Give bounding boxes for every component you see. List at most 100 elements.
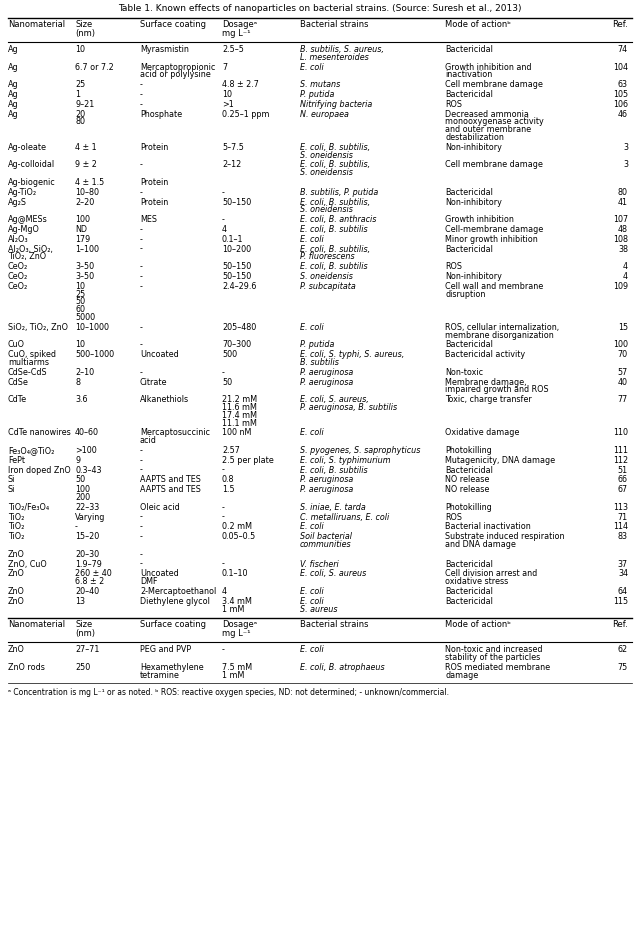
Text: 11.6 mM: 11.6 mM bbox=[222, 403, 257, 412]
Text: 60: 60 bbox=[75, 305, 85, 314]
Text: CdTe: CdTe bbox=[8, 395, 27, 405]
Text: E. coli, B. subtilis,: E. coli, B. subtilis, bbox=[300, 197, 370, 206]
Text: 22–33: 22–33 bbox=[75, 503, 99, 512]
Text: 0.8: 0.8 bbox=[222, 475, 234, 485]
Text: CdTe nanowires: CdTe nanowires bbox=[8, 429, 71, 437]
Text: 50: 50 bbox=[75, 475, 85, 485]
Text: Protein: Protein bbox=[140, 197, 168, 206]
Text: 77: 77 bbox=[618, 395, 628, 405]
Text: 80: 80 bbox=[618, 188, 628, 197]
Text: Myrasmistin: Myrasmistin bbox=[140, 45, 189, 54]
Text: TiO₂: TiO₂ bbox=[8, 512, 24, 522]
Text: ROS, cellular internalization,: ROS, cellular internalization, bbox=[445, 323, 559, 332]
Text: ROS: ROS bbox=[445, 100, 462, 109]
Text: Decreased ammonia: Decreased ammonia bbox=[445, 110, 529, 119]
Text: S. pyogenes, S. saprophyticus: S. pyogenes, S. saprophyticus bbox=[300, 446, 420, 455]
Text: ᵃ Concentration is mg L⁻¹ or as noted. ᵇ ROS: reactive oxygen species, ND: not d: ᵃ Concentration is mg L⁻¹ or as noted. ᵇ… bbox=[8, 687, 449, 697]
Text: E. coli: E. coli bbox=[300, 587, 324, 596]
Text: NO release: NO release bbox=[445, 485, 490, 494]
Text: 66: 66 bbox=[618, 475, 628, 485]
Text: 2–10: 2–10 bbox=[75, 367, 94, 377]
Text: 5000: 5000 bbox=[75, 313, 95, 322]
Text: E. coli, B. subtilis: E. coli, B. subtilis bbox=[300, 225, 367, 234]
Text: 50: 50 bbox=[75, 298, 85, 306]
Text: Cell wall and membrane: Cell wall and membrane bbox=[445, 282, 543, 291]
Text: Bacterial strains: Bacterial strains bbox=[300, 620, 369, 630]
Text: Uncoated: Uncoated bbox=[140, 351, 179, 359]
Text: Nitrifying bacteria: Nitrifying bacteria bbox=[300, 100, 372, 109]
Text: Ref.: Ref. bbox=[612, 20, 628, 29]
Text: ROS mediated membrane: ROS mediated membrane bbox=[445, 663, 550, 672]
Text: 3–50: 3–50 bbox=[75, 262, 94, 272]
Text: 27–71: 27–71 bbox=[75, 645, 99, 655]
Text: P. putida: P. putida bbox=[300, 90, 334, 99]
Text: Ag: Ag bbox=[8, 90, 19, 99]
Text: Cell division arrest and: Cell division arrest and bbox=[445, 569, 537, 578]
Text: 2–12: 2–12 bbox=[222, 160, 241, 169]
Text: 6.8 ± 2: 6.8 ± 2 bbox=[75, 578, 104, 586]
Text: -: - bbox=[140, 225, 143, 234]
Text: mg L⁻¹: mg L⁻¹ bbox=[222, 630, 250, 638]
Text: >1: >1 bbox=[222, 100, 234, 109]
Text: E. coli: E. coli bbox=[300, 645, 324, 655]
Text: E. coli: E. coli bbox=[300, 523, 324, 531]
Text: Bactericidal: Bactericidal bbox=[445, 245, 493, 254]
Text: Nanomaterial: Nanomaterial bbox=[8, 20, 65, 29]
Text: E. coli: E. coli bbox=[300, 429, 324, 437]
Text: PEG and PVP: PEG and PVP bbox=[140, 645, 191, 655]
Text: S. mutans: S. mutans bbox=[300, 80, 340, 89]
Text: 1 mM: 1 mM bbox=[222, 604, 244, 614]
Text: impaired growth and ROS: impaired growth and ROS bbox=[445, 385, 548, 394]
Text: -: - bbox=[140, 234, 143, 244]
Text: 1 mM: 1 mM bbox=[222, 671, 244, 680]
Text: 40–60: 40–60 bbox=[75, 429, 99, 437]
Text: 80: 80 bbox=[75, 117, 85, 126]
Text: E. coli: E. coli bbox=[300, 234, 324, 244]
Text: inactivation: inactivation bbox=[445, 71, 492, 79]
Text: 15–20: 15–20 bbox=[75, 532, 99, 541]
Text: 17.4 mM: 17.4 mM bbox=[222, 411, 257, 419]
Text: AAPTS and TES: AAPTS and TES bbox=[140, 485, 201, 494]
Text: -: - bbox=[140, 272, 143, 281]
Text: CdSe-CdS: CdSe-CdS bbox=[8, 367, 47, 377]
Text: 100: 100 bbox=[75, 215, 90, 224]
Text: Ag-MgO: Ag-MgO bbox=[8, 225, 40, 234]
Text: ZnO rods: ZnO rods bbox=[8, 663, 45, 672]
Text: Ag-TiO₂: Ag-TiO₂ bbox=[8, 188, 37, 197]
Text: 205–480: 205–480 bbox=[222, 323, 256, 332]
Text: C. metalliruans, E. coli: C. metalliruans, E. coli bbox=[300, 512, 389, 522]
Text: ZnO: ZnO bbox=[8, 587, 25, 596]
Text: 67: 67 bbox=[618, 485, 628, 494]
Text: -: - bbox=[140, 446, 143, 455]
Text: P. putida: P. putida bbox=[300, 340, 334, 350]
Text: ROS: ROS bbox=[445, 262, 462, 272]
Text: 75: 75 bbox=[618, 663, 628, 672]
Text: 20–30: 20–30 bbox=[75, 550, 99, 559]
Text: stability of the particles: stability of the particles bbox=[445, 653, 540, 662]
Text: 4 ± 1.5: 4 ± 1.5 bbox=[75, 178, 104, 187]
Text: 1.9–79: 1.9–79 bbox=[75, 560, 102, 568]
Text: -: - bbox=[140, 245, 143, 254]
Text: Membrane damage,: Membrane damage, bbox=[445, 378, 527, 387]
Text: 500–1000: 500–1000 bbox=[75, 351, 114, 359]
Text: CeO₂: CeO₂ bbox=[8, 262, 28, 272]
Text: 41: 41 bbox=[618, 197, 628, 206]
Text: Mutagenicity, DNA damage: Mutagenicity, DNA damage bbox=[445, 456, 555, 465]
Text: -: - bbox=[140, 512, 143, 522]
Text: and outer membrane: and outer membrane bbox=[445, 126, 531, 134]
Text: Fe₃O₄@TiO₂: Fe₃O₄@TiO₂ bbox=[8, 446, 54, 455]
Text: E. coli, B. subtilis: E. coli, B. subtilis bbox=[300, 262, 367, 272]
Text: Oleic acid: Oleic acid bbox=[140, 503, 180, 512]
Text: mg L⁻¹: mg L⁻¹ bbox=[222, 29, 250, 38]
Text: Phosphate: Phosphate bbox=[140, 110, 182, 119]
Text: Photokilling: Photokilling bbox=[445, 446, 492, 455]
Text: 46: 46 bbox=[618, 110, 628, 119]
Text: Bactericidal: Bactericidal bbox=[445, 560, 493, 568]
Text: -: - bbox=[140, 550, 143, 559]
Text: Mercaptosuccinic: Mercaptosuccinic bbox=[140, 429, 210, 437]
Text: S. oneidensis: S. oneidensis bbox=[300, 272, 353, 281]
Text: 0.1–10: 0.1–10 bbox=[222, 569, 248, 578]
Text: Uncoated: Uncoated bbox=[140, 569, 179, 578]
Text: Ag: Ag bbox=[8, 80, 19, 89]
Text: Citrate: Citrate bbox=[140, 378, 168, 387]
